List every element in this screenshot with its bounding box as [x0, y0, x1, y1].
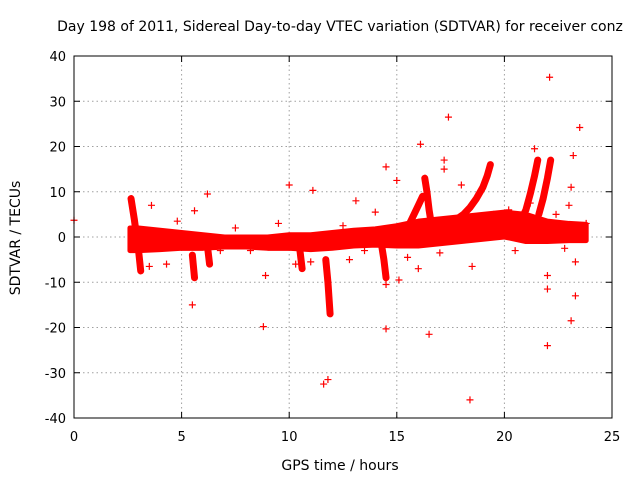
chart-title: Day 198 of 2011, Sidereal Day-to-day VTE…	[57, 19, 623, 35]
data-point	[582, 219, 590, 227]
data-point	[531, 145, 539, 153]
data-point	[511, 247, 519, 255]
data-arcs	[127, 156, 555, 318]
data-point	[457, 181, 465, 189]
data-point	[216, 247, 224, 255]
data-point	[444, 113, 452, 121]
data-point	[425, 330, 433, 338]
y-tick-label: -30	[45, 367, 66, 382]
data-point	[188, 301, 196, 309]
data-point	[543, 271, 551, 279]
y-tick-label: 30	[49, 95, 66, 110]
data-point	[576, 123, 584, 131]
data-point	[565, 201, 573, 209]
y-tick-label: 0	[58, 231, 66, 246]
data-point	[546, 73, 554, 81]
x-tick-label: 0	[70, 430, 78, 445]
data-point	[191, 207, 199, 215]
data-point	[567, 317, 575, 325]
data-point	[569, 152, 577, 160]
y-tick-label: -10	[45, 276, 66, 291]
data-point	[259, 323, 267, 331]
y-tick-label: -40	[45, 412, 66, 427]
data-point	[382, 163, 390, 171]
data-point	[436, 249, 444, 257]
y-tick-label: 10	[49, 186, 66, 201]
data-point	[324, 376, 332, 384]
data-point	[285, 181, 293, 189]
x-tick-label: 5	[177, 430, 185, 445]
x-tick-label: 15	[389, 430, 406, 445]
data-arc	[518, 156, 542, 223]
data-point	[307, 258, 315, 266]
data-point	[393, 176, 401, 184]
data-arc	[421, 174, 446, 246]
axis-ticks	[73, 55, 613, 419]
data-point	[382, 325, 390, 333]
data-point	[561, 244, 569, 252]
data-point	[292, 260, 300, 268]
data-point	[145, 262, 153, 270]
y-tick-label: -20	[45, 322, 66, 337]
data-point	[371, 208, 379, 216]
data-point	[173, 217, 181, 225]
x-axis-title: GPS time / hours	[281, 458, 398, 474]
data-arc	[378, 242, 390, 282]
data-point	[490, 210, 498, 218]
data-point	[395, 276, 403, 284]
x-tick-label: 25	[604, 430, 621, 445]
data-point	[543, 342, 551, 350]
data-points	[70, 73, 590, 404]
data-point	[361, 247, 369, 255]
x-tick-label: 10	[281, 430, 298, 445]
data-point	[163, 260, 171, 268]
data-point	[352, 197, 360, 205]
dense-band-polygon	[127, 209, 589, 254]
data-arc	[401, 192, 427, 236]
dense-data-band	[127, 209, 589, 254]
data-arc	[322, 256, 334, 318]
x-tick-label: 20	[496, 430, 513, 445]
data-point	[246, 247, 254, 255]
data-point	[416, 140, 424, 148]
data-arc	[127, 195, 145, 275]
data-point	[567, 183, 575, 191]
x-tick-labels: 0 5 10 15 20 25	[70, 430, 620, 445]
data-point	[468, 262, 476, 270]
y-tick-label: 40	[49, 50, 66, 65]
data-point	[339, 222, 347, 230]
data-point	[231, 224, 239, 232]
data-point	[345, 256, 353, 264]
data-point	[262, 271, 270, 279]
data-point	[543, 285, 551, 293]
data-arc	[296, 247, 306, 273]
data-point	[571, 292, 579, 300]
y-axis-title: SDTVAR / TECUs	[8, 181, 24, 296]
y-tick-label: 20	[49, 141, 66, 156]
data-point	[440, 165, 448, 173]
data-point	[505, 206, 513, 214]
data-point	[414, 265, 422, 273]
data-arc	[188, 251, 199, 282]
data-arc	[535, 156, 555, 218]
data-point	[147, 201, 155, 209]
data-point	[382, 281, 390, 289]
data-point	[466, 396, 474, 404]
data-point	[526, 199, 534, 207]
data-point	[274, 219, 282, 227]
data-point	[571, 258, 579, 266]
y-tick-labels: -40 -30 -20 -10 0 10 20 30 40	[45, 50, 66, 427]
data-point	[404, 253, 412, 261]
data-point	[203, 190, 211, 198]
data-point	[320, 380, 328, 388]
data-arc	[203, 242, 214, 268]
data-point	[440, 156, 448, 164]
data-arc	[453, 161, 494, 223]
data-point	[309, 186, 317, 194]
data-point	[552, 210, 560, 218]
